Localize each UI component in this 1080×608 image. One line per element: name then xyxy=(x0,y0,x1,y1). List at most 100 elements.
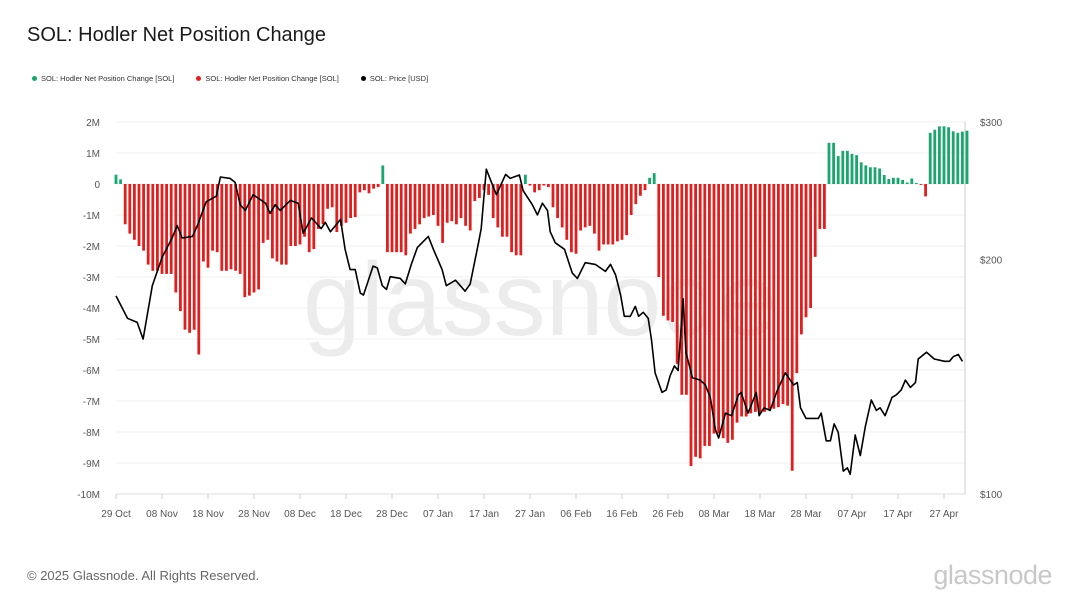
bar-negative xyxy=(528,184,532,186)
x-tick-label: 07 Apr xyxy=(838,509,868,520)
bar-negative xyxy=(321,184,325,225)
bar-positive xyxy=(878,168,881,184)
bar-negative xyxy=(188,184,191,333)
bar-negative xyxy=(565,184,569,240)
x-tick-label: 16 Feb xyxy=(606,509,638,520)
legend-item-positive[interactable]: SOL: Hodler Net Position Change [SOL] xyxy=(32,74,174,83)
bar-negative xyxy=(413,184,417,229)
bar-negative xyxy=(275,184,279,262)
x-tick-label: 28 Nov xyxy=(238,509,270,520)
y-left-tick-label: 2M xyxy=(86,118,100,129)
bar-negative xyxy=(151,184,155,271)
bar-negative xyxy=(229,184,233,270)
bar-positive xyxy=(956,132,960,184)
bar-negative xyxy=(390,184,394,253)
bar-negative xyxy=(436,184,440,226)
bar-negative xyxy=(344,184,348,223)
bar-negative xyxy=(284,184,288,265)
bar-negative xyxy=(574,184,578,254)
bar-negative xyxy=(128,184,132,234)
bar-negative xyxy=(790,184,794,471)
bar-negative xyxy=(501,184,504,237)
page-title: SOL: Hodler Net Position Change xyxy=(27,24,327,46)
x-tick-label: 28 Mar xyxy=(790,509,822,520)
bar-negative xyxy=(133,184,136,240)
bar-negative xyxy=(597,184,601,251)
bar-positive xyxy=(896,177,900,184)
bars xyxy=(114,126,969,471)
bar-negative xyxy=(689,184,693,467)
bar-negative xyxy=(583,184,587,228)
bar-negative xyxy=(813,184,817,257)
y-left-tick-label: -2M xyxy=(83,242,100,253)
black-dot-icon xyxy=(360,76,366,81)
bar-negative xyxy=(487,184,490,195)
bar-negative xyxy=(749,184,753,414)
bar-negative xyxy=(919,184,923,185)
bar-negative xyxy=(496,184,500,228)
bar-negative xyxy=(257,184,260,290)
bar-positive xyxy=(846,150,849,184)
y-right-tick-label: $200 xyxy=(980,255,1003,266)
bar-negative xyxy=(542,184,546,186)
bar-positive xyxy=(855,155,858,184)
bar-negative xyxy=(215,184,219,253)
bar-positive xyxy=(947,127,950,184)
bar-negative xyxy=(450,184,454,222)
x-tick-label: 28 Dec xyxy=(376,509,408,520)
bar-negative xyxy=(211,184,214,251)
x-tick-label: 26 Feb xyxy=(652,509,684,520)
bar-positive xyxy=(942,126,946,184)
bar-positive xyxy=(114,174,118,184)
bar-negative xyxy=(243,184,247,298)
bar-positive xyxy=(951,131,955,184)
bar-negative xyxy=(712,184,716,434)
bar-positive xyxy=(938,126,941,184)
x-tick-label: 27 Jan xyxy=(515,509,545,520)
bar-negative xyxy=(510,184,513,253)
bar-negative xyxy=(183,184,187,330)
bar-positive xyxy=(832,142,835,184)
bar-negative xyxy=(579,184,582,231)
bar-negative xyxy=(358,184,362,193)
bar-negative xyxy=(303,184,306,237)
bar-negative xyxy=(174,184,178,293)
bar-negative xyxy=(307,184,311,253)
legend-item-price[interactable]: SOL: Price [USD] xyxy=(360,74,429,83)
bar-negative xyxy=(165,184,168,274)
y-left-tick-label: -8M xyxy=(83,428,100,439)
bar-negative xyxy=(312,184,316,250)
bar-negative xyxy=(809,184,812,308)
bar-negative xyxy=(179,184,182,312)
bar-negative xyxy=(280,184,283,265)
bar-negative xyxy=(225,184,228,271)
bar-negative xyxy=(386,184,389,253)
bar-negative xyxy=(804,184,808,318)
bar-positive xyxy=(882,175,886,184)
bar-negative xyxy=(206,184,210,268)
bar-negative xyxy=(823,184,826,229)
bar-negative xyxy=(556,184,559,219)
bar-positive xyxy=(652,173,656,184)
copyright-text: © 2025 Glassnode. All Rights Reserved. xyxy=(27,568,260,583)
bar-negative xyxy=(326,184,329,209)
x-tick-label: 18 Mar xyxy=(744,509,776,520)
bar-negative xyxy=(758,184,762,414)
bar-positive xyxy=(910,178,914,184)
bar-negative xyxy=(675,184,679,364)
bar-negative xyxy=(754,184,757,412)
bar-positive xyxy=(524,174,527,184)
legend-label: SOL: Price [USD] xyxy=(369,74,429,83)
bar-negative xyxy=(464,184,467,226)
bar-negative xyxy=(795,184,799,374)
bar-negative xyxy=(735,184,739,423)
legend-item-negative[interactable]: SOL: Hodler Net Position Change [SOL] xyxy=(196,74,339,83)
x-tick-label: 07 Jan xyxy=(423,509,453,520)
bar-negative xyxy=(662,184,665,316)
bar-negative xyxy=(142,184,145,251)
bar-positive xyxy=(841,150,845,184)
bar-positive xyxy=(869,167,872,184)
bar-negative xyxy=(666,184,670,321)
bar-negative xyxy=(234,184,237,271)
bar-negative xyxy=(786,184,789,406)
